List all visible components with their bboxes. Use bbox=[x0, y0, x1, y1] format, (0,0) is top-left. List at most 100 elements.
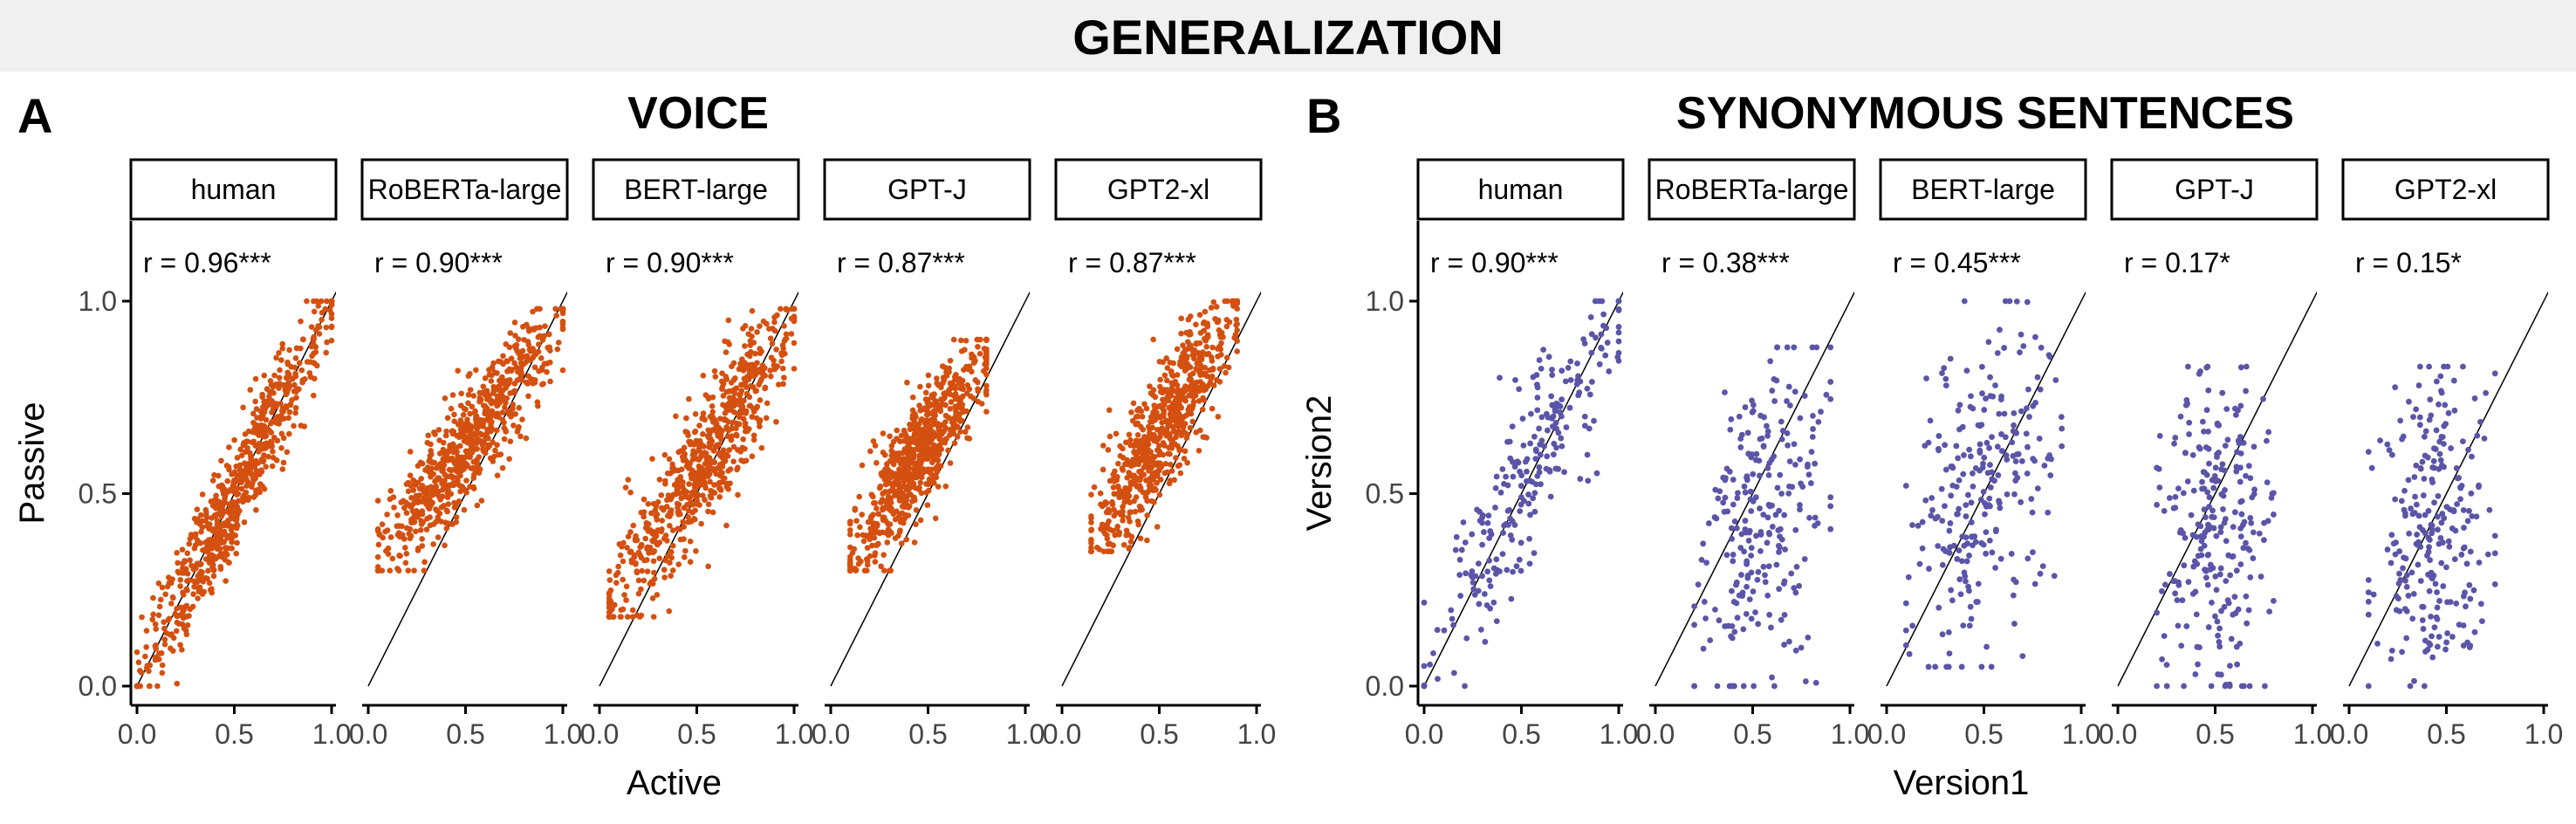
data-point bbox=[1991, 477, 1997, 484]
data-point bbox=[2426, 363, 2433, 370]
data-point bbox=[2170, 505, 2177, 512]
data-point bbox=[456, 498, 462, 505]
data-point bbox=[613, 580, 620, 586]
data-point bbox=[2186, 419, 2193, 426]
data-point bbox=[480, 383, 487, 390]
data-point bbox=[521, 337, 527, 343]
data-point bbox=[223, 552, 230, 558]
data-point bbox=[1138, 423, 1144, 430]
data-point bbox=[870, 500, 877, 506]
data-point bbox=[627, 489, 634, 496]
data-point bbox=[469, 403, 476, 410]
data-point bbox=[1518, 539, 1524, 546]
data-point bbox=[2246, 683, 2253, 690]
data-point bbox=[435, 534, 442, 540]
data-point bbox=[2264, 479, 2271, 486]
data-point bbox=[438, 504, 445, 511]
data-point bbox=[676, 490, 683, 497]
data-point bbox=[1733, 525, 1740, 532]
data-point bbox=[499, 464, 506, 471]
data-point bbox=[854, 532, 860, 539]
data-point bbox=[983, 359, 990, 365]
data-point bbox=[544, 368, 550, 375]
data-point bbox=[278, 430, 285, 437]
data-point bbox=[1978, 363, 1985, 370]
data-point bbox=[2384, 441, 2391, 448]
data-point bbox=[668, 507, 675, 513]
data-point bbox=[1814, 520, 1821, 526]
data-point bbox=[464, 462, 470, 469]
data-point bbox=[1738, 431, 1745, 438]
data-point bbox=[666, 456, 673, 463]
data-point bbox=[2460, 507, 2467, 513]
data-point bbox=[1144, 537, 1150, 544]
data-point bbox=[934, 380, 940, 387]
data-point bbox=[1805, 471, 1812, 478]
data-point bbox=[1167, 405, 1174, 412]
data-point bbox=[260, 458, 266, 465]
data-point bbox=[423, 526, 430, 532]
data-point bbox=[1983, 439, 1990, 446]
data-point bbox=[1135, 521, 1141, 528]
data-point bbox=[756, 419, 763, 426]
data-point bbox=[957, 418, 963, 424]
data-point bbox=[1161, 372, 1168, 379]
data-point bbox=[634, 568, 641, 574]
y-tick-label: 0.5 bbox=[1366, 478, 1404, 510]
data-point bbox=[1178, 413, 1184, 420]
data-point bbox=[705, 501, 712, 507]
data-point bbox=[726, 447, 732, 453]
data-point bbox=[1827, 494, 1834, 501]
data-point bbox=[887, 521, 894, 527]
data-point bbox=[2181, 562, 2188, 569]
data-point bbox=[2365, 449, 2372, 456]
data-point bbox=[280, 459, 287, 466]
data-point bbox=[1523, 477, 1530, 484]
data-point bbox=[1591, 417, 1597, 424]
data-point bbox=[1757, 528, 1764, 535]
data-point bbox=[1764, 592, 1771, 599]
x-tick-label: 0.5 bbox=[446, 718, 484, 750]
data-point bbox=[2431, 499, 2437, 506]
data-point bbox=[740, 367, 747, 374]
data-point bbox=[884, 461, 890, 467]
data-point bbox=[1779, 428, 1786, 434]
data-point bbox=[1567, 358, 1574, 365]
data-point bbox=[1154, 524, 1161, 530]
data-point bbox=[1520, 442, 1527, 449]
data-point bbox=[150, 611, 156, 618]
data-point bbox=[2210, 484, 2217, 491]
data-point bbox=[1091, 484, 1098, 491]
data-point bbox=[1713, 515, 1720, 522]
data-point bbox=[2197, 546, 2204, 553]
data-point bbox=[740, 436, 746, 443]
data-point bbox=[1499, 466, 1506, 472]
data-point bbox=[683, 494, 690, 500]
data-point bbox=[1757, 505, 1763, 512]
data-point bbox=[949, 418, 956, 425]
data-point bbox=[2441, 464, 2447, 470]
data-point bbox=[1775, 542, 1782, 549]
data-point bbox=[2392, 384, 2399, 391]
data-point bbox=[2410, 414, 2416, 421]
data-point bbox=[464, 439, 471, 446]
data-point bbox=[166, 574, 172, 580]
data-point bbox=[2202, 514, 2209, 520]
data-point bbox=[768, 373, 774, 380]
data-point bbox=[1151, 402, 1158, 409]
data-point bbox=[1133, 438, 1140, 444]
data-point bbox=[238, 469, 245, 476]
data-point bbox=[1534, 384, 1541, 391]
data-point bbox=[1513, 563, 1520, 570]
correlation-label: r = 0.90*** bbox=[374, 247, 503, 278]
data-point bbox=[513, 341, 520, 348]
data-point bbox=[268, 440, 275, 446]
data-point bbox=[2416, 363, 2423, 370]
data-point bbox=[2429, 476, 2436, 483]
data-point bbox=[2185, 579, 2192, 586]
data-point bbox=[209, 515, 215, 521]
data-point bbox=[947, 426, 954, 433]
data-point bbox=[1989, 434, 1995, 441]
data-point bbox=[1926, 566, 1932, 572]
facet-strip-label: RoBERTa-large bbox=[368, 174, 562, 205]
